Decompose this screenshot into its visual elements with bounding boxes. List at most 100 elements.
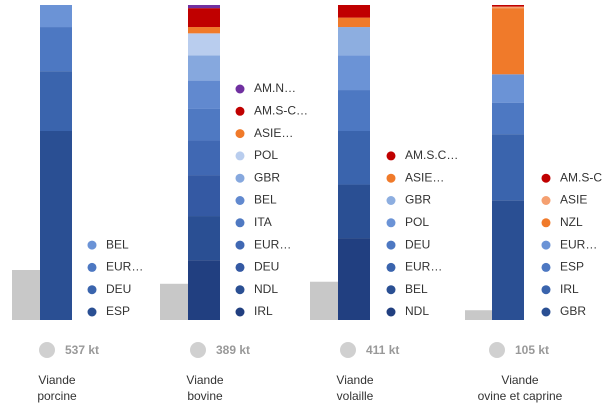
legend-label: ESP <box>560 260 584 274</box>
legend-label: GBR <box>405 193 431 207</box>
legend-dot <box>541 218 551 228</box>
bar-segment <box>40 71 72 131</box>
total-dot <box>340 342 356 358</box>
legend-label: AM.S-C <box>560 170 602 184</box>
bar-segment <box>492 6 524 9</box>
bar-segment <box>492 8 524 75</box>
bar-segment <box>188 108 220 141</box>
bar-segment <box>188 33 220 56</box>
total-dot <box>489 342 505 358</box>
legend-label: IRL <box>254 304 273 318</box>
category-label: bovine <box>187 389 223 403</box>
legend-label: IRL <box>560 282 579 296</box>
legend-dot <box>541 240 551 250</box>
bar-segment <box>338 184 370 239</box>
bar-segment <box>188 175 220 217</box>
bar-segment <box>188 260 220 320</box>
legend-dot <box>235 151 245 161</box>
legend-label: ITA <box>254 215 272 229</box>
total-bar <box>465 310 493 320</box>
category-label: ovine et caprine <box>478 389 563 403</box>
legend-dot <box>386 218 396 228</box>
legend-dot <box>541 262 551 272</box>
legend-dot <box>235 196 245 205</box>
total-bar <box>160 283 188 320</box>
bar-segment <box>188 55 220 81</box>
legend-dot <box>541 285 551 295</box>
legend-dot <box>87 285 97 295</box>
legend-dot <box>235 262 245 272</box>
total-bar <box>12 270 40 320</box>
legend-label: AM.N… <box>254 81 296 95</box>
legend-label: GBR <box>254 170 280 184</box>
legend-dot <box>541 307 551 317</box>
category-label: volaille <box>337 389 374 403</box>
bar-segment <box>492 5 524 7</box>
legend-label: NDL <box>254 282 278 296</box>
category-label: Viande <box>38 373 75 387</box>
legend-label: ASIE <box>560 193 587 207</box>
bar-segment <box>188 5 220 9</box>
legend-label: AM.S-C… <box>254 103 308 117</box>
bar-segment <box>338 17 370 28</box>
legend-dot <box>541 196 551 205</box>
legend-dot <box>87 240 97 250</box>
bar-segment <box>338 55 370 91</box>
legend-dot <box>235 307 245 317</box>
legend-dot <box>235 218 245 228</box>
category-label: porcine <box>37 389 77 403</box>
total-dot <box>39 342 55 358</box>
legend-dot <box>386 307 396 317</box>
bar-segment <box>188 27 220 34</box>
bar-segment <box>40 131 72 320</box>
legend-dot <box>386 151 396 161</box>
bar-segment <box>492 102 524 135</box>
total-dot <box>190 342 206 358</box>
bar-segment <box>338 131 370 185</box>
legend-label: AM.S.C… <box>405 148 458 162</box>
category-label: Viande <box>186 373 223 387</box>
legend-label: EUR… <box>560 237 597 251</box>
legend-dot <box>87 262 97 272</box>
legend-dot <box>235 84 245 94</box>
total-label: 105 kt <box>515 343 549 357</box>
legend-dot <box>386 240 396 250</box>
bar-segment <box>40 27 72 72</box>
bar-segment <box>492 200 524 320</box>
bar-segment <box>40 5 72 28</box>
bar-segment <box>188 216 220 261</box>
legend-label: POL <box>254 148 278 162</box>
bar-segment <box>338 27 370 56</box>
total-bar <box>310 281 338 320</box>
legend-label: EUR… <box>254 237 291 251</box>
total-label: 389 kt <box>216 343 250 357</box>
legend-label: GBR <box>560 304 586 318</box>
bar-segment <box>188 8 220 28</box>
total-label: 537 kt <box>65 343 99 357</box>
legend-label: EUR… <box>106 260 143 274</box>
legend-label: BEL <box>405 282 428 296</box>
legend-dot <box>235 240 245 250</box>
category-label: Viande <box>336 373 373 387</box>
legend-dot <box>235 106 245 116</box>
legend-dot <box>235 285 245 295</box>
legend-label: BEL <box>106 237 129 251</box>
category-label: Viande <box>501 373 538 387</box>
legend-dot <box>386 173 396 183</box>
bar-segment <box>188 80 220 109</box>
bar-segment <box>338 90 370 131</box>
legend-dot <box>386 262 396 272</box>
bar-segment <box>492 74 524 103</box>
legend-dot <box>87 307 97 317</box>
legend-label: ASIE… <box>405 170 444 184</box>
legend-dot <box>386 196 396 205</box>
total-label: 411 kt <box>366 343 399 357</box>
legend-label: NDL <box>405 304 429 318</box>
legend-dot <box>386 285 396 295</box>
bar-segment <box>338 238 370 320</box>
legend-label: DEU <box>405 237 430 251</box>
legend-label: NZL <box>560 215 583 229</box>
legend-label: ESP <box>106 304 130 318</box>
bar-segment <box>188 140 220 176</box>
